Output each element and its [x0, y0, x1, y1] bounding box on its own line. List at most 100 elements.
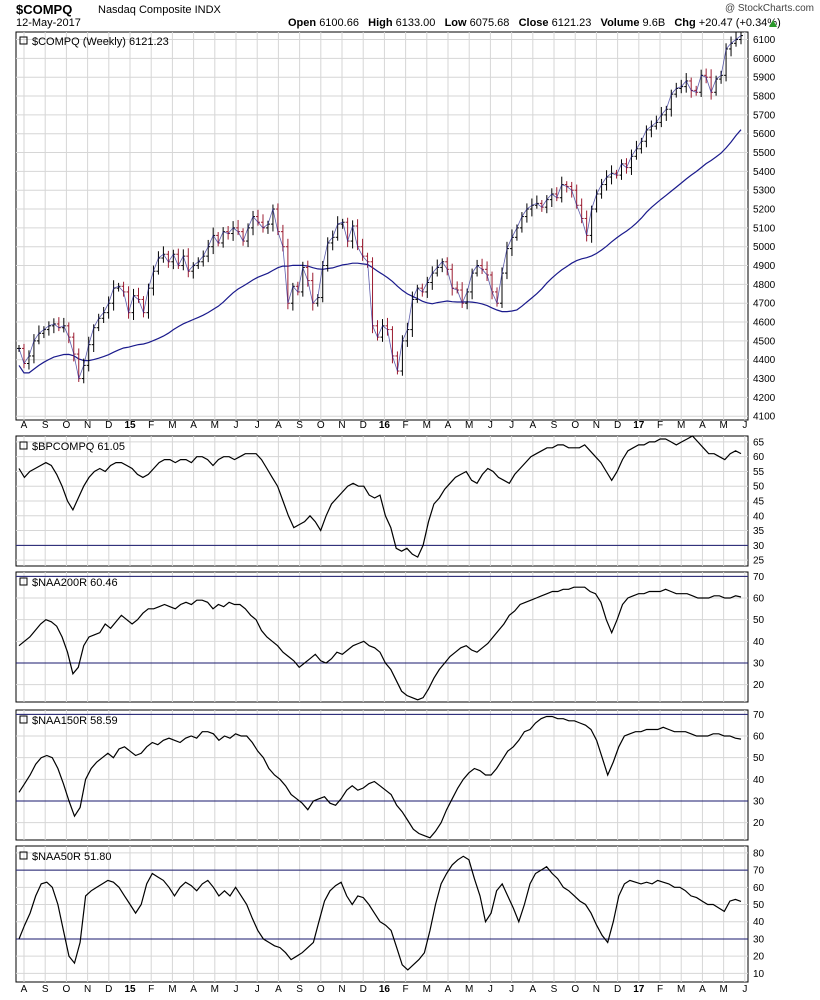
month-tick-label: F	[403, 984, 409, 995]
y-tick-label: 5000	[753, 242, 776, 253]
y-tick-label: 45	[753, 497, 765, 508]
y-tick-label: 70	[753, 572, 765, 583]
y-tick-label: 50	[753, 482, 765, 493]
month-tick-label: F	[403, 420, 409, 431]
month-tick-label: O	[63, 420, 71, 431]
y-tick-label: 5300	[753, 186, 776, 197]
panel-frame	[16, 846, 748, 982]
y-tick-label: 40	[753, 775, 765, 786]
month-tick-label: F	[148, 984, 154, 995]
y-tick-label: 70	[753, 866, 765, 877]
y-tick-label: 20	[753, 818, 765, 829]
panel-label: $COMPQ (Weekly) 6121.23	[32, 36, 169, 48]
y-tick-label: 20	[753, 952, 765, 963]
y-tick-label: 50	[753, 753, 765, 764]
month-tick-label: A	[529, 420, 536, 431]
y-tick-label: 4800	[753, 280, 776, 291]
month-tick-label: O	[571, 984, 579, 995]
month-tick-label: M	[423, 420, 431, 431]
month-tick-label: A	[21, 420, 28, 431]
y-tick-label: 5900	[753, 73, 776, 84]
month-tick-label: S	[296, 420, 303, 431]
month-tick-label: J	[255, 984, 260, 995]
month-tick-label: F	[657, 420, 663, 431]
y-tick-label: 70	[753, 710, 765, 721]
y-tick-label: 6000	[753, 54, 776, 65]
y-tick-label: 4700	[753, 299, 776, 310]
month-tick-label: M	[211, 984, 219, 995]
y-tick-label: 5100	[753, 223, 776, 234]
y-tick-label: 65	[753, 437, 765, 448]
y-tick-label: 5400	[753, 167, 776, 178]
month-tick-label: M	[211, 420, 219, 431]
y-tick-label: 4100	[753, 412, 776, 423]
panel-frame	[16, 572, 748, 702]
month-tick-label: J	[488, 420, 493, 431]
panel-frame	[16, 32, 748, 420]
y-tick-label: 5600	[753, 129, 776, 140]
month-tick-label: D	[360, 984, 367, 995]
month-tick-label: 15	[124, 420, 136, 431]
month-tick-label: M	[423, 984, 431, 995]
month-tick-label: S	[42, 984, 49, 995]
y-tick-label: 4300	[753, 374, 776, 385]
y-tick-label: 30	[753, 934, 765, 945]
month-tick-label: D	[614, 420, 621, 431]
month-tick-label: M	[465, 984, 473, 995]
month-tick-label: O	[571, 420, 579, 431]
month-tick-label: J	[509, 420, 514, 431]
panel-frame	[16, 710, 748, 840]
month-tick-label: F	[148, 420, 154, 431]
month-tick-label: M	[677, 420, 685, 431]
month-tick-label: M	[168, 984, 176, 995]
month-tick-label: J	[742, 984, 747, 995]
y-tick-label: 4400	[753, 355, 776, 366]
month-tick-label: A	[529, 984, 536, 995]
month-tick-label: D	[105, 420, 112, 431]
panel-label: $BPCOMPQ 61.05	[32, 441, 125, 453]
month-tick-label: N	[84, 984, 91, 995]
month-tick-label: A	[275, 984, 282, 995]
month-tick-label: D	[614, 984, 621, 995]
y-tick-label: 5200	[753, 205, 776, 216]
panel-label: $NAA50R 51.80	[32, 851, 112, 863]
month-tick-label: D	[105, 984, 112, 995]
y-tick-label: 35	[753, 526, 765, 537]
y-tick-label: 5700	[753, 110, 776, 121]
y-tick-label: 25	[753, 556, 765, 567]
month-tick-label: A	[699, 984, 706, 995]
month-tick-label: M	[719, 420, 727, 431]
month-tick-label: A	[445, 420, 452, 431]
y-tick-label: 4900	[753, 261, 776, 272]
month-tick-label: A	[275, 420, 282, 431]
month-tick-label: N	[338, 420, 345, 431]
month-tick-label: J	[509, 984, 514, 995]
month-tick-label: N	[593, 420, 600, 431]
month-tick-label: S	[296, 984, 303, 995]
month-tick-label: M	[719, 984, 727, 995]
y-tick-label: 6100	[753, 35, 776, 46]
y-tick-label: 50	[753, 615, 765, 626]
month-tick-label: A	[21, 984, 28, 995]
y-tick-label: 5500	[753, 148, 776, 159]
month-tick-label: 16	[379, 420, 391, 431]
month-tick-label: N	[338, 984, 345, 995]
y-tick-label: 60	[753, 732, 765, 743]
y-tick-label: 4600	[753, 318, 776, 329]
month-tick-label: O	[63, 984, 71, 995]
month-tick-label: J	[742, 420, 747, 431]
month-tick-label: M	[465, 420, 473, 431]
y-tick-label: 60	[753, 452, 765, 463]
month-tick-label: S	[42, 420, 49, 431]
y-tick-label: 10	[753, 969, 765, 980]
month-tick-label: A	[190, 420, 197, 431]
y-tick-label: 40	[753, 917, 765, 928]
month-tick-label: J	[234, 984, 239, 995]
y-tick-label: 20	[753, 680, 765, 691]
y-tick-label: 40	[753, 637, 765, 648]
month-tick-label: J	[255, 420, 260, 431]
y-tick-label: 50	[753, 900, 765, 911]
month-tick-label: O	[317, 984, 325, 995]
month-tick-label: A	[190, 984, 197, 995]
